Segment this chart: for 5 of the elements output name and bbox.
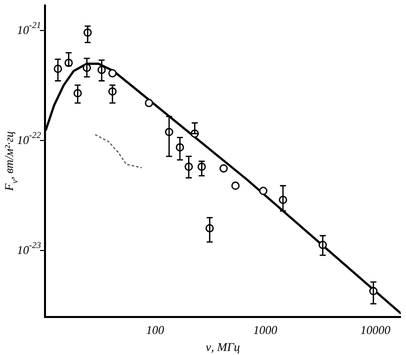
x-tick-label: 100 [146,323,164,338]
y-axis-title: Fν, вт/м²·гц [2,131,20,192]
x-tick-label: 1000 [253,323,278,338]
x-axis-title: ν, МГц [206,340,240,354]
x-tick-label: 10000 [360,323,390,338]
